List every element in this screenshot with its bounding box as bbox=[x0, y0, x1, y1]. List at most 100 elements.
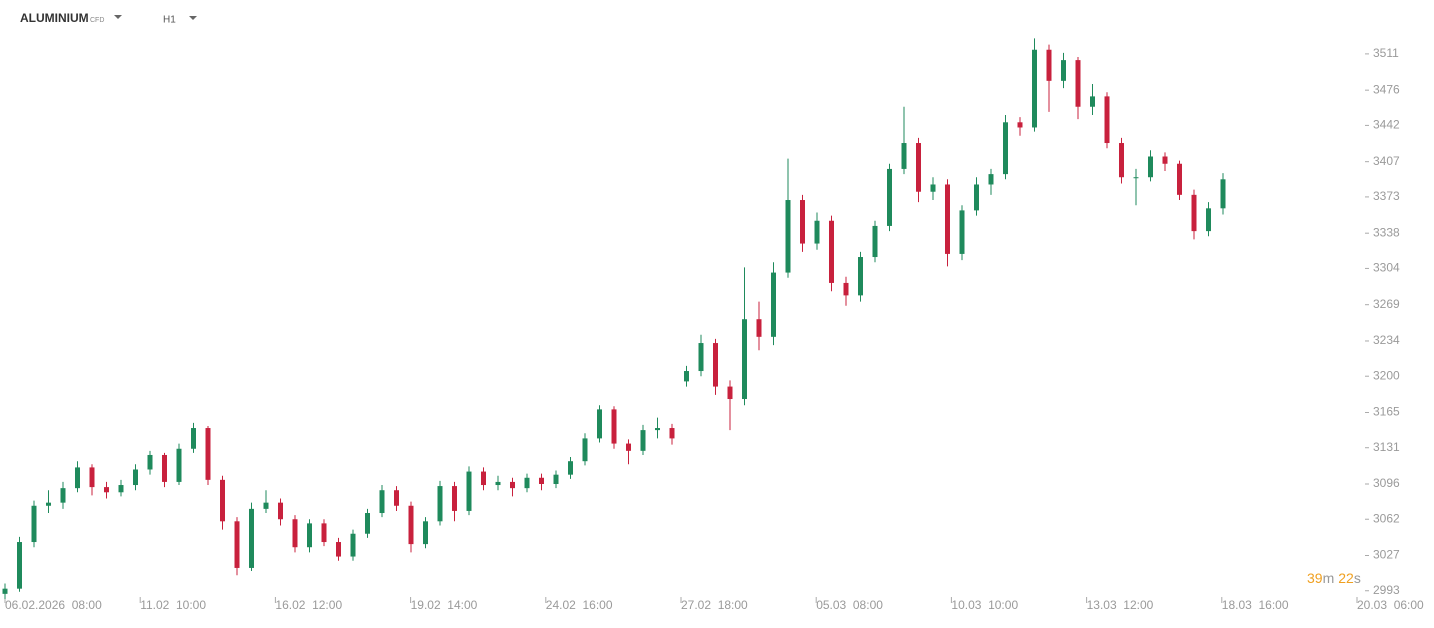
candle-body bbox=[771, 272, 776, 337]
candle-body bbox=[495, 481, 501, 486]
candle-body bbox=[1119, 143, 1124, 178]
candle-body bbox=[1003, 122, 1008, 175]
symbol-dropdown[interactable] bbox=[114, 15, 122, 19]
candle-body bbox=[147, 454, 153, 470]
candle-body bbox=[220, 479, 225, 522]
candle-body bbox=[1061, 60, 1066, 81]
x-tick-label: 05.03 08:00 bbox=[816, 598, 883, 612]
candle-body bbox=[872, 225, 878, 258]
x-tick-label: 27.02 18:00 bbox=[681, 598, 748, 612]
candle-body bbox=[916, 143, 921, 192]
candle-body bbox=[611, 409, 617, 444]
candle-body bbox=[930, 184, 936, 192]
candle-body bbox=[945, 184, 950, 254]
candle-body bbox=[60, 488, 66, 503]
candle-body bbox=[655, 428, 660, 431]
candle-body bbox=[698, 343, 704, 372]
x-tick-label: 20.03 06:00 bbox=[1357, 598, 1424, 612]
candle-body bbox=[336, 542, 341, 557]
candle-body bbox=[104, 487, 109, 493]
countdown-seconds: 22 bbox=[1338, 570, 1354, 586]
candle-body bbox=[466, 471, 472, 511]
timeframe[interactable]: H1 bbox=[163, 15, 176, 26]
countdown: 39m 22s bbox=[1307, 570, 1361, 586]
x-tick-label: 18.03 16:00 bbox=[1222, 598, 1289, 612]
candle-body bbox=[1104, 96, 1110, 144]
candle-body bbox=[17, 542, 22, 589]
candle-body bbox=[524, 477, 530, 489]
x-tick-label: 10.03 10:00 bbox=[951, 598, 1018, 612]
x-tick-label: 11.02 10:00 bbox=[140, 598, 206, 612]
candle-body bbox=[263, 502, 269, 509]
symbol[interactable]: ALUMINIUM bbox=[20, 11, 89, 25]
candle-body bbox=[1046, 49, 1052, 81]
y-tick-label: 3442 bbox=[1373, 118, 1400, 132]
candle-body bbox=[1191, 194, 1197, 232]
y-tick-label: 3234 bbox=[1373, 333, 1400, 347]
candle-body bbox=[205, 428, 211, 480]
x-tick-label: 13.03 12:00 bbox=[1087, 598, 1154, 612]
candle-body bbox=[640, 430, 646, 451]
x-tick-label: 24.02 16:00 bbox=[546, 598, 613, 612]
candle-body bbox=[423, 521, 428, 545]
y-tick-label: 3304 bbox=[1373, 261, 1400, 275]
candle-body bbox=[742, 319, 747, 400]
candle-body bbox=[118, 485, 124, 493]
candle-body bbox=[31, 505, 37, 543]
candle-body bbox=[481, 471, 486, 486]
candle-body bbox=[974, 184, 979, 211]
y-tick-label: 3096 bbox=[1373, 476, 1400, 490]
candle-body bbox=[394, 490, 399, 506]
y-tick-label: 3165 bbox=[1373, 405, 1400, 419]
countdown-minutes: 39 bbox=[1307, 570, 1323, 586]
y-tick-label: 3200 bbox=[1373, 368, 1400, 382]
candle-body bbox=[1206, 208, 1211, 232]
candle-body bbox=[1220, 179, 1226, 209]
y-tick-label: 3476 bbox=[1373, 82, 1400, 96]
y-tick-label: 3269 bbox=[1373, 297, 1400, 311]
x-tick-label: 06.02.2026 08:00 bbox=[5, 598, 102, 612]
x-tick-label: 19.02 14:00 bbox=[411, 598, 478, 612]
countdown-unit: s bbox=[1354, 570, 1361, 586]
candle-body bbox=[278, 502, 283, 520]
candle-body bbox=[901, 143, 907, 169]
timeframe-dropdown[interactable] bbox=[189, 16, 197, 20]
candle-body bbox=[684, 371, 689, 382]
candle-body bbox=[89, 467, 95, 488]
candle-body bbox=[539, 477, 544, 484]
candle-body bbox=[75, 467, 80, 489]
candle-body bbox=[756, 319, 762, 337]
candle-body bbox=[829, 220, 834, 283]
candle-body bbox=[727, 386, 733, 400]
candle-body bbox=[1090, 96, 1095, 107]
y-tick-label: 3027 bbox=[1373, 548, 1400, 562]
candle-body bbox=[843, 282, 849, 296]
candle-body bbox=[452, 486, 457, 511]
candle-body bbox=[307, 523, 312, 548]
candle-body bbox=[292, 519, 298, 548]
candle-body bbox=[785, 200, 791, 273]
candle-body bbox=[408, 505, 414, 545]
candle-body bbox=[1075, 60, 1081, 107]
candle-body bbox=[1177, 163, 1182, 195]
candle-body bbox=[568, 461, 573, 475]
candle-body bbox=[1133, 177, 1139, 179]
y-tick-label: 3131 bbox=[1373, 440, 1400, 454]
y-tick-label: 3407 bbox=[1373, 154, 1400, 168]
candle-body bbox=[379, 490, 385, 514]
candle-body bbox=[553, 474, 559, 484]
y-tick-label: 2993 bbox=[1373, 583, 1400, 597]
candle-body bbox=[321, 523, 327, 543]
candle-body bbox=[1162, 156, 1168, 164]
countdown-unit: m bbox=[1323, 570, 1335, 586]
y-tick-label: 3338 bbox=[1373, 225, 1400, 239]
candle-body bbox=[234, 521, 240, 568]
y-tick-label: 3511 bbox=[1373, 46, 1399, 60]
candle-body bbox=[510, 481, 515, 489]
symbol-type: CFD bbox=[90, 17, 104, 24]
candle-body bbox=[1017, 122, 1023, 128]
candle-body bbox=[2, 588, 8, 594]
candle-body bbox=[814, 220, 820, 244]
candle-body bbox=[1032, 49, 1037, 128]
